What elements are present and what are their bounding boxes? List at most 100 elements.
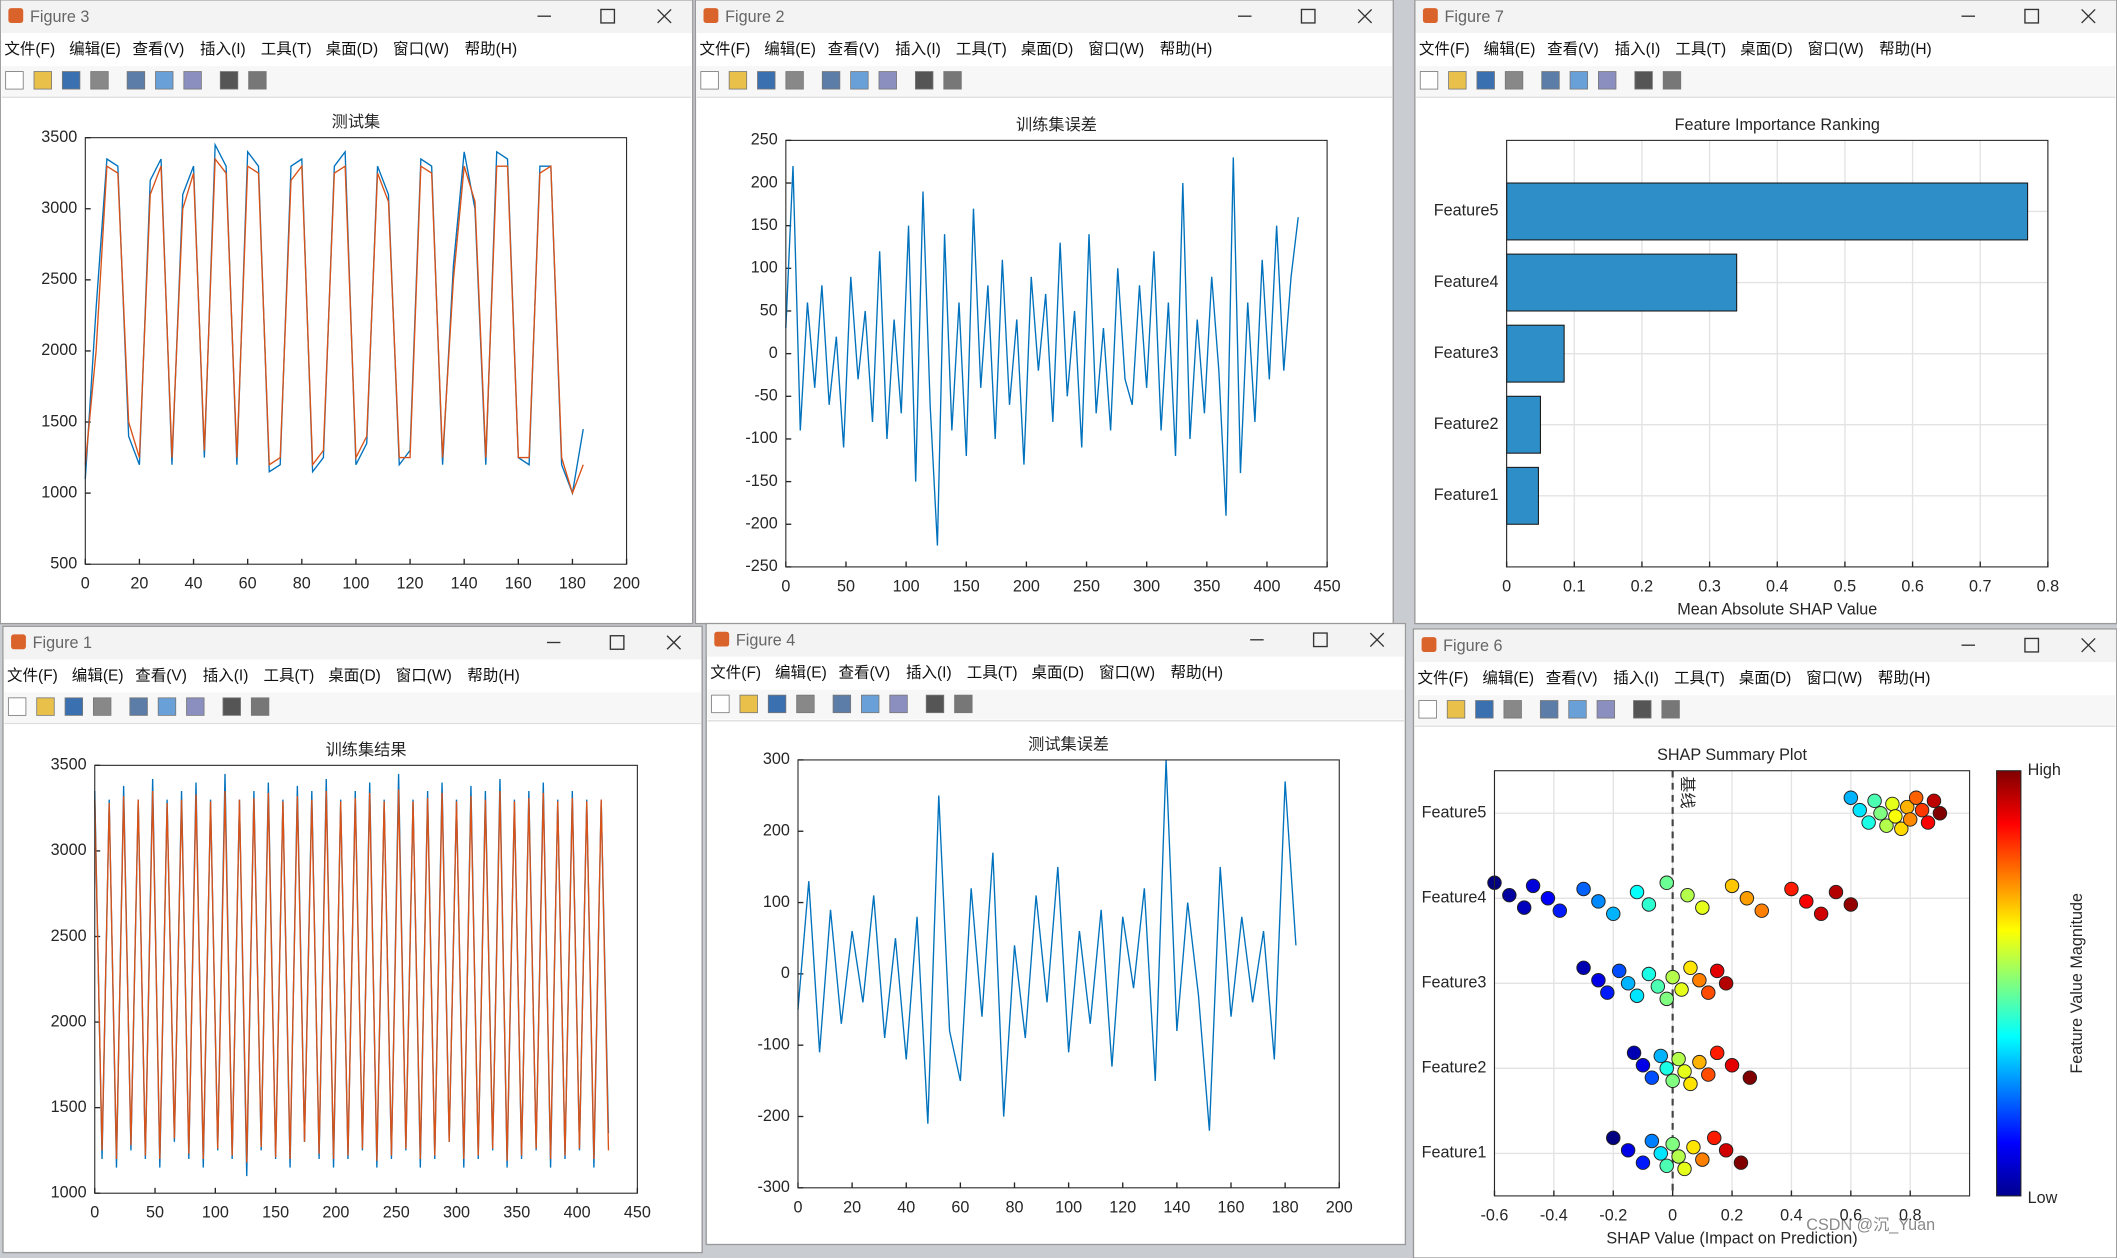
- toolbar-button[interactable]: [700, 71, 719, 90]
- close-button[interactable]: [2081, 637, 2096, 653]
- close-button[interactable]: [1357, 8, 1373, 24]
- toolbar-button[interactable]: [1541, 71, 1560, 90]
- toolbar-button[interactable]: [1446, 700, 1466, 719]
- toolbar-button[interactable]: [183, 71, 202, 90]
- maximize-button[interactable]: [600, 8, 616, 24]
- toolbar-button[interactable]: [1503, 700, 1522, 719]
- toolbar-button[interactable]: [248, 71, 267, 90]
- toolbar-button[interactable]: [739, 694, 758, 714]
- menu-item[interactable]: 窗口(W): [396, 666, 452, 684]
- menu-item[interactable]: 插入(I): [1615, 40, 1661, 58]
- menu-item[interactable]: 文件(F): [1419, 40, 1470, 58]
- menu-item[interactable]: 工具(T): [967, 665, 1018, 682]
- toolbar-button[interactable]: [1448, 71, 1467, 90]
- toolbar-button[interactable]: [832, 694, 852, 714]
- menu-item[interactable]: 帮助(H): [1171, 664, 1224, 682]
- menu-item[interactable]: 查看(V): [133, 40, 185, 58]
- toolbar-button[interactable]: [219, 71, 239, 90]
- toolbar-button[interactable]: [767, 694, 787, 714]
- toolbar-button[interactable]: [1476, 71, 1495, 90]
- menu-item[interactable]: 帮助(H): [467, 666, 520, 684]
- toolbar-button[interactable]: [728, 71, 748, 90]
- menu-item[interactable]: 编辑(E): [72, 666, 124, 684]
- toolbar-button[interactable]: [36, 697, 55, 716]
- toolbar-button[interactable]: [126, 71, 146, 90]
- menu-item[interactable]: 桌面(D): [1021, 40, 1074, 58]
- menu-item[interactable]: 桌面(D): [1739, 669, 1792, 687]
- maximize-button[interactable]: [2024, 637, 2040, 653]
- menu-item[interactable]: 插入(I): [906, 664, 952, 682]
- menu-item[interactable]: 帮助(H): [1878, 669, 1931, 687]
- toolbar-button[interactable]: [757, 71, 776, 90]
- toolbar-button[interactable]: [1569, 71, 1589, 90]
- menu-item[interactable]: 插入(I): [895, 40, 941, 58]
- menu-item[interactable]: 查看(V): [828, 40, 880, 58]
- toolbar-button[interactable]: [1634, 71, 1653, 90]
- toolbar-button[interactable]: [33, 71, 52, 90]
- menu-item[interactable]: 文件(F): [4, 40, 55, 58]
- menu-item[interactable]: 工具(T): [1674, 670, 1725, 687]
- toolbar-button[interactable]: [1475, 700, 1494, 719]
- menu-item[interactable]: 窗口(W): [1808, 40, 1864, 58]
- menu-item[interactable]: 查看(V): [1546, 669, 1598, 687]
- menu-item[interactable]: 桌面(D): [1032, 664, 1085, 682]
- toolbar-button[interactable]: [850, 71, 869, 90]
- toolbar-button[interactable]: [222, 697, 241, 716]
- menu-item[interactable]: 帮助(H): [1160, 40, 1213, 58]
- close-button[interactable]: [657, 8, 672, 24]
- toolbar-button[interactable]: [64, 697, 84, 716]
- menu-item[interactable]: 编辑(E): [764, 40, 816, 58]
- menu-item[interactable]: 窗口(W): [1806, 669, 1862, 687]
- menu-item[interactable]: 工具(T): [956, 41, 1007, 58]
- toolbar-button[interactable]: [129, 697, 148, 716]
- toolbar-button[interactable]: [92, 697, 112, 716]
- toolbar-button[interactable]: [889, 694, 908, 714]
- close-button[interactable]: [2081, 8, 2096, 24]
- toolbar-button[interactable]: [711, 694, 730, 714]
- toolbar-button[interactable]: [1633, 700, 1652, 719]
- toolbar-button[interactable]: [157, 697, 177, 716]
- menu-item[interactable]: 桌面(D): [328, 666, 381, 684]
- toolbar-button[interactable]: [1568, 700, 1587, 719]
- toolbar-button[interactable]: [1661, 700, 1680, 719]
- toolbar-button[interactable]: [1418, 700, 1437, 719]
- maximize-button[interactable]: [1300, 8, 1316, 24]
- maximize-button[interactable]: [1312, 632, 1328, 648]
- toolbar-button[interactable]: [1419, 71, 1439, 90]
- toolbar-button[interactable]: [954, 694, 973, 714]
- menu-item[interactable]: 查看(V): [838, 664, 890, 682]
- menu-item[interactable]: 插入(I): [1613, 669, 1659, 687]
- toolbar-button[interactable]: [1598, 71, 1617, 90]
- menu-item[interactable]: 插入(I): [203, 666, 249, 684]
- menu-item[interactable]: 文件(F): [699, 40, 750, 58]
- menu-item[interactable]: 窗口(W): [1099, 664, 1155, 682]
- toolbar-button[interactable]: [785, 71, 804, 90]
- toolbar-button[interactable]: [821, 71, 841, 90]
- menu-item[interactable]: 桌面(D): [1740, 40, 1793, 58]
- toolbar-button[interactable]: [250, 697, 270, 716]
- toolbar-button[interactable]: [1662, 71, 1682, 90]
- toolbar-button[interactable]: [925, 694, 945, 714]
- toolbar-button[interactable]: [796, 694, 815, 714]
- close-button[interactable]: [1369, 632, 1385, 648]
- menu-item[interactable]: 编辑(E): [69, 40, 121, 58]
- toolbar-button[interactable]: [5, 71, 24, 90]
- menu-item[interactable]: 插入(I): [200, 40, 246, 58]
- toolbar-button[interactable]: [943, 71, 962, 90]
- toolbar-button[interactable]: [7, 697, 27, 716]
- menu-item[interactable]: 查看(V): [135, 666, 187, 684]
- maximize-button[interactable]: [609, 635, 625, 650]
- menu-item[interactable]: 编辑(E): [1482, 669, 1534, 687]
- menu-item[interactable]: 窗口(W): [1088, 40, 1144, 58]
- toolbar-button[interactable]: [90, 71, 109, 90]
- menu-item[interactable]: 文件(F): [710, 664, 761, 682]
- menu-item[interactable]: 工具(T): [1675, 41, 1726, 58]
- toolbar-button[interactable]: [186, 697, 205, 716]
- menu-item[interactable]: 编辑(E): [1484, 40, 1536, 58]
- menu-item[interactable]: 文件(F): [1418, 669, 1469, 687]
- toolbar-button[interactable]: [915, 71, 934, 90]
- menu-item[interactable]: 查看(V): [1547, 40, 1599, 58]
- menu-item[interactable]: 窗口(W): [393, 40, 449, 58]
- close-button[interactable]: [666, 635, 682, 650]
- menu-item[interactable]: 桌面(D): [326, 40, 379, 58]
